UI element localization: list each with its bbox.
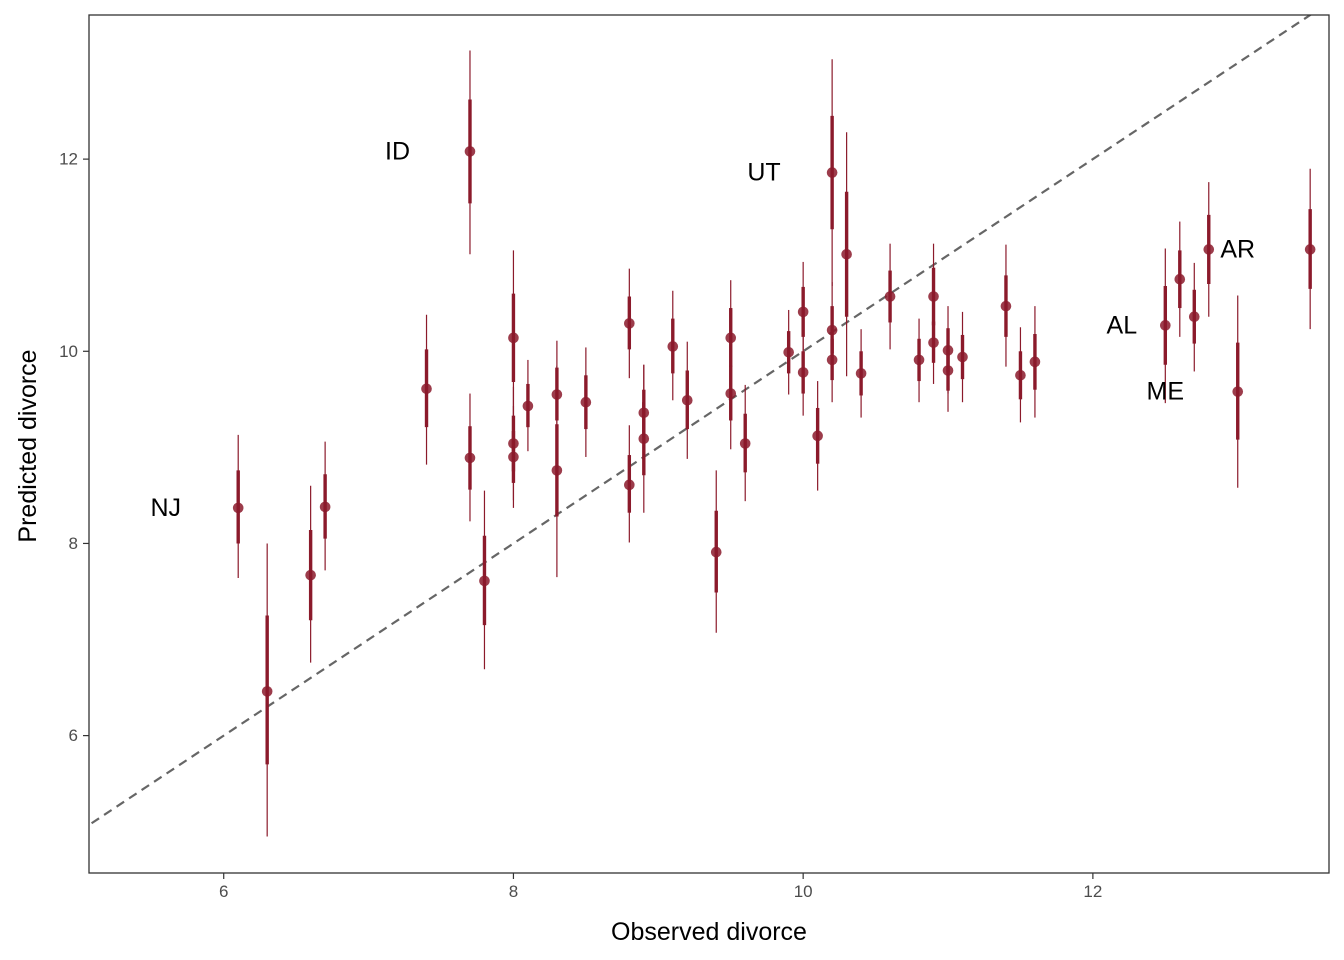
- data-point-4: [421, 383, 432, 395]
- data-point-2: [305, 569, 316, 581]
- data-point-0: [232, 502, 244, 514]
- data-point-20: [681, 394, 693, 406]
- data-point-13: [551, 465, 563, 476]
- data-point-26: [797, 306, 809, 318]
- x-tick-label-8: 8: [509, 882, 518, 901]
- panel-border: [88, 14, 1330, 874]
- identity-line: [89, 15, 1313, 827]
- data-point-47: [1203, 244, 1215, 255]
- state-label-me: ME: [1147, 378, 1185, 406]
- state-label-nj: NJ: [150, 494, 181, 522]
- plot-area: ID UT NJ AR AL ME: [89, 15, 1316, 837]
- y-tick-label-10: 10: [59, 342, 78, 361]
- data-point-15: [624, 318, 635, 329]
- data-point-19: [667, 341, 679, 352]
- data-point-46: [1188, 311, 1200, 322]
- data-point-5: [464, 146, 476, 157]
- x-tick-label-10: 10: [794, 882, 813, 901]
- data-point-35: [913, 354, 925, 366]
- state-label-al: AL: [1107, 311, 1138, 339]
- data-point-6: [464, 452, 476, 464]
- y-tick-label-6: 6: [69, 726, 78, 745]
- y-tick-label-8: 8: [69, 534, 78, 553]
- data-point-43: [1029, 356, 1041, 368]
- data-point-32: [841, 248, 852, 260]
- data-point-36: [928, 291, 939, 302]
- data-point-3: [319, 501, 331, 513]
- data-point-21: [710, 546, 722, 558]
- x-axis-title: Observed divorce: [611, 918, 807, 946]
- data-point-11: [522, 400, 534, 412]
- data-point-29: [826, 167, 838, 178]
- data-point-31: [826, 354, 838, 366]
- data-point-16: [624, 479, 635, 491]
- data-point-33: [855, 368, 867, 379]
- data-point-45: [1174, 273, 1186, 285]
- y-axis-title: Predicted divorce: [14, 349, 42, 542]
- data-point-25: [783, 346, 794, 358]
- data-point-49: [1304, 244, 1316, 255]
- axes: 6 8 10 12 6 8 10 12: [59, 14, 1330, 901]
- y-tick-label-12: 12: [59, 150, 78, 169]
- data-point-42: [1015, 370, 1026, 381]
- data-point-34: [884, 291, 896, 302]
- state-label-id: ID: [385, 137, 410, 165]
- data-point-44: [1160, 320, 1171, 331]
- data-point-14: [580, 396, 592, 408]
- data-point-18: [638, 433, 650, 445]
- data-point-39: [942, 365, 954, 376]
- state-label-ut: UT: [747, 159, 780, 187]
- data-point-37: [928, 337, 939, 348]
- data-point-8: [508, 332, 519, 344]
- data-point-41: [1000, 300, 1012, 312]
- data-point-10: [508, 451, 519, 463]
- data-point-7: [479, 575, 490, 587]
- data-point-27: [797, 367, 809, 378]
- data-point-24: [739, 438, 751, 449]
- data-point-28: [812, 430, 823, 442]
- state-label-ar: AR: [1220, 235, 1255, 263]
- data-point-1: [261, 686, 273, 697]
- plot-content: ID UT NJ AR AL ME: [89, 15, 1316, 837]
- x-tick-label-6: 6: [219, 882, 228, 901]
- x-tick-label-12: 12: [1083, 882, 1102, 901]
- data-point-23: [725, 388, 737, 399]
- data-point-40: [957, 351, 968, 363]
- data-point-48: [1232, 386, 1244, 397]
